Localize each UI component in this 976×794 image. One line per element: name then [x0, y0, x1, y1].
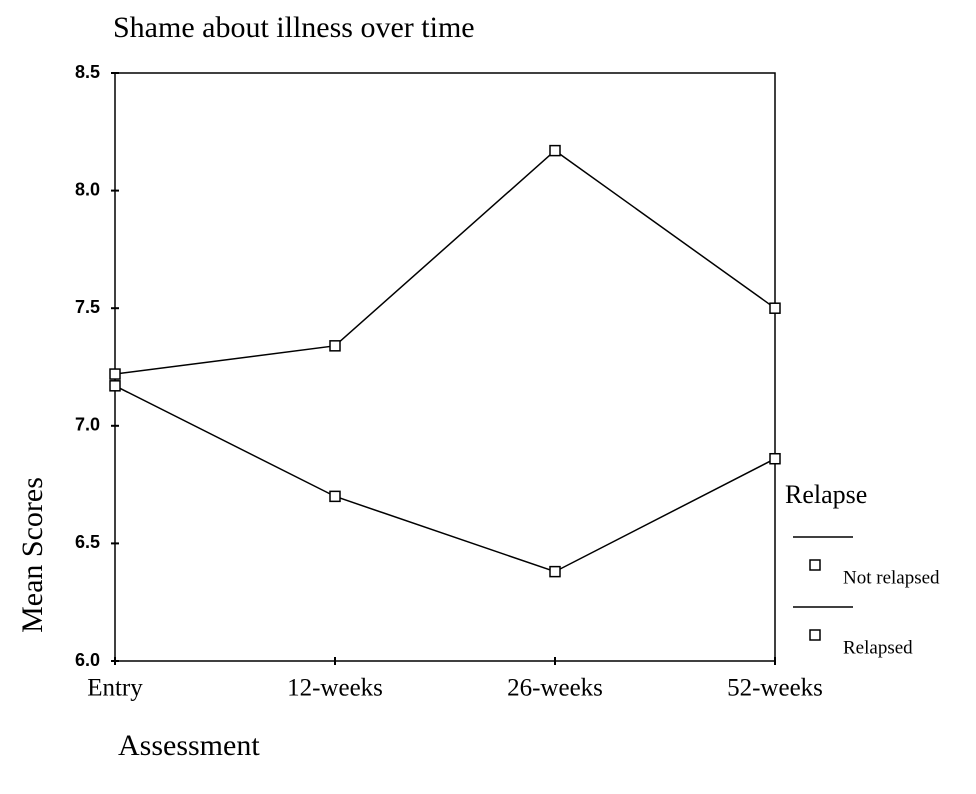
x-tick-label: 26-weeks — [507, 675, 603, 702]
data-point — [329, 490, 341, 503]
legend-marker — [809, 629, 821, 641]
plot-frame — [114, 72, 776, 662]
y-tick-label: 7.0 — [75, 415, 100, 435]
x-axis-label: Assessment — [118, 729, 260, 762]
data-point — [769, 452, 781, 465]
data-point — [549, 565, 561, 578]
y-tick-label: 8.0 — [75, 179, 100, 199]
data-point — [549, 144, 561, 157]
chart-title: Shame about illness over time — [113, 11, 475, 44]
y-tick-label: 8.5 — [75, 62, 100, 82]
x-tick-label: 12-weeks — [287, 675, 383, 702]
legend-label: Relapsed — [843, 637, 913, 658]
x-tick-label: Entry — [87, 675, 143, 702]
y-tick-label: 6.0 — [75, 650, 100, 670]
data-point — [769, 302, 781, 314]
y-axis-label: Mean Scores — [16, 477, 49, 633]
legend-marker — [809, 559, 821, 571]
series-line — [114, 385, 776, 573]
legend-label: Not relapsed — [843, 567, 940, 588]
x-tick-label: 52-weeks — [727, 675, 823, 702]
y-tick-label: 7.5 — [75, 297, 100, 317]
series-line — [114, 149, 776, 375]
data-point — [109, 380, 121, 392]
legend-title: Relapse — [785, 480, 867, 509]
y-tick-label: 6.5 — [75, 532, 100, 552]
data-point — [329, 340, 341, 352]
data-point — [109, 368, 121, 380]
